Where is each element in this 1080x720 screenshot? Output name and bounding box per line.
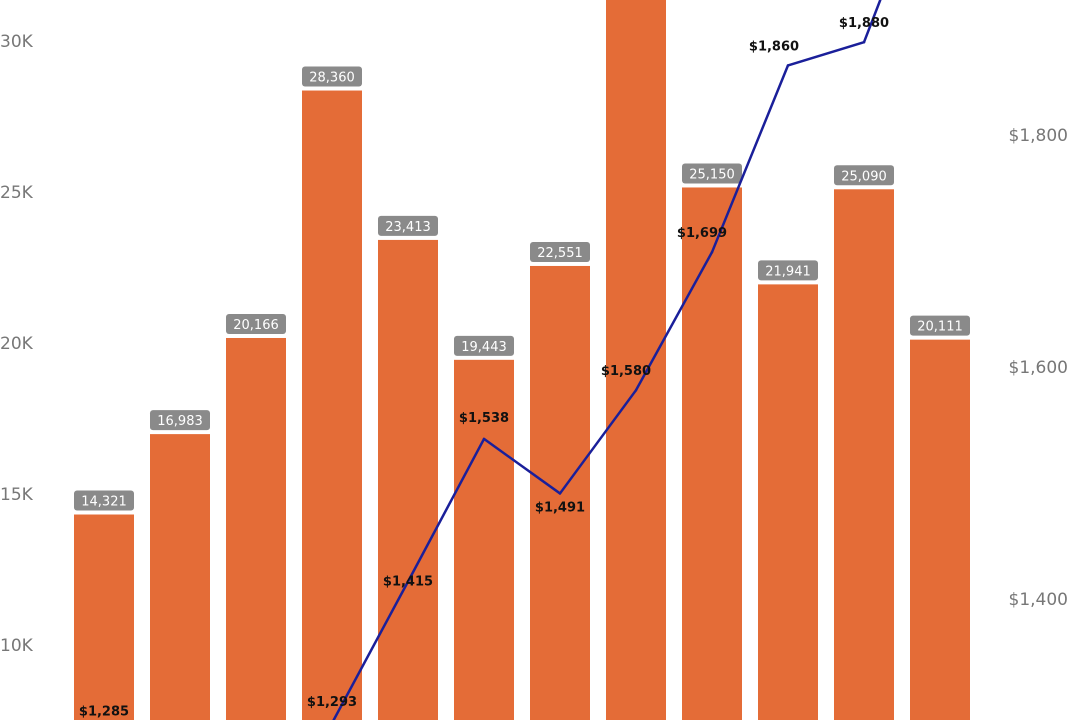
bar-label-bg bbox=[454, 335, 514, 356]
bar bbox=[606, 0, 666, 720]
line-data-label: $1,580 bbox=[601, 364, 651, 379]
bar bbox=[378, 239, 438, 720]
line-data-label: $1,699 bbox=[677, 226, 727, 241]
line-segment bbox=[710, 64, 790, 254]
right-axis-tick: $1,800 bbox=[1009, 126, 1068, 146]
bar bbox=[226, 337, 286, 720]
line-segment bbox=[862, 0, 882, 44]
line-data-label: $1,880 bbox=[839, 16, 889, 31]
bar bbox=[910, 339, 970, 720]
right-axis-tick: $1,600 bbox=[1009, 358, 1068, 378]
bar-data-label: 14,321 bbox=[81, 495, 127, 510]
bar bbox=[454, 359, 514, 720]
bar-data-label: 23,413 bbox=[385, 220, 431, 235]
left-axis-tick: 25K bbox=[0, 183, 34, 203]
bar-data-label: 25,090 bbox=[841, 169, 887, 184]
bar-label-bg bbox=[682, 163, 742, 184]
line-segment bbox=[332, 580, 410, 720]
bar-data-label: 28,360 bbox=[309, 71, 355, 86]
line-segment bbox=[786, 40, 866, 67]
bar-label-bg bbox=[530, 241, 590, 262]
bar-label-bg bbox=[378, 215, 438, 236]
bar bbox=[758, 284, 818, 720]
right-axis-tick: $1,400 bbox=[1009, 590, 1068, 610]
bar-label-bg bbox=[150, 410, 210, 431]
line-data-label: $1,860 bbox=[749, 39, 799, 54]
line-data-label: $1,285 bbox=[79, 704, 129, 719]
bar bbox=[74, 514, 134, 720]
bar-data-label: 25,150 bbox=[689, 167, 735, 182]
left-axis-tick: 15K bbox=[0, 485, 34, 505]
bar-label-bg bbox=[910, 315, 970, 336]
bar-data-label: 16,983 bbox=[157, 414, 203, 429]
bar bbox=[302, 90, 362, 720]
bar bbox=[682, 187, 742, 720]
bar-data-label: 20,166 bbox=[233, 318, 279, 333]
line-data-label: $1,491 bbox=[535, 500, 585, 515]
bar-data-label: 20,111 bbox=[917, 320, 963, 335]
bar-label-bg bbox=[302, 66, 362, 87]
bar-label-bg bbox=[834, 165, 894, 186]
bar-data-label: 22,551 bbox=[537, 246, 583, 261]
left-axis-tick: 10K bbox=[0, 636, 34, 656]
left-axis-tick: 20K bbox=[0, 334, 34, 354]
line-segment bbox=[406, 437, 486, 583]
line-segment bbox=[482, 437, 562, 495]
bar-label-bg bbox=[226, 313, 286, 334]
bar bbox=[150, 434, 210, 720]
bar-label-bg bbox=[74, 490, 134, 511]
bar-data-label: 19,443 bbox=[461, 340, 507, 355]
bar-label-bg bbox=[758, 260, 818, 281]
left-axis-tick: 30K bbox=[0, 32, 34, 52]
line-data-label: $1,415 bbox=[383, 575, 433, 590]
bar-data-label: 21,941 bbox=[765, 264, 811, 279]
line-segment bbox=[558, 388, 638, 495]
line-segment bbox=[634, 250, 714, 392]
line-data-label: $1,538 bbox=[459, 411, 509, 426]
bar bbox=[834, 189, 894, 720]
line-data-label: $1,293 bbox=[307, 695, 357, 710]
